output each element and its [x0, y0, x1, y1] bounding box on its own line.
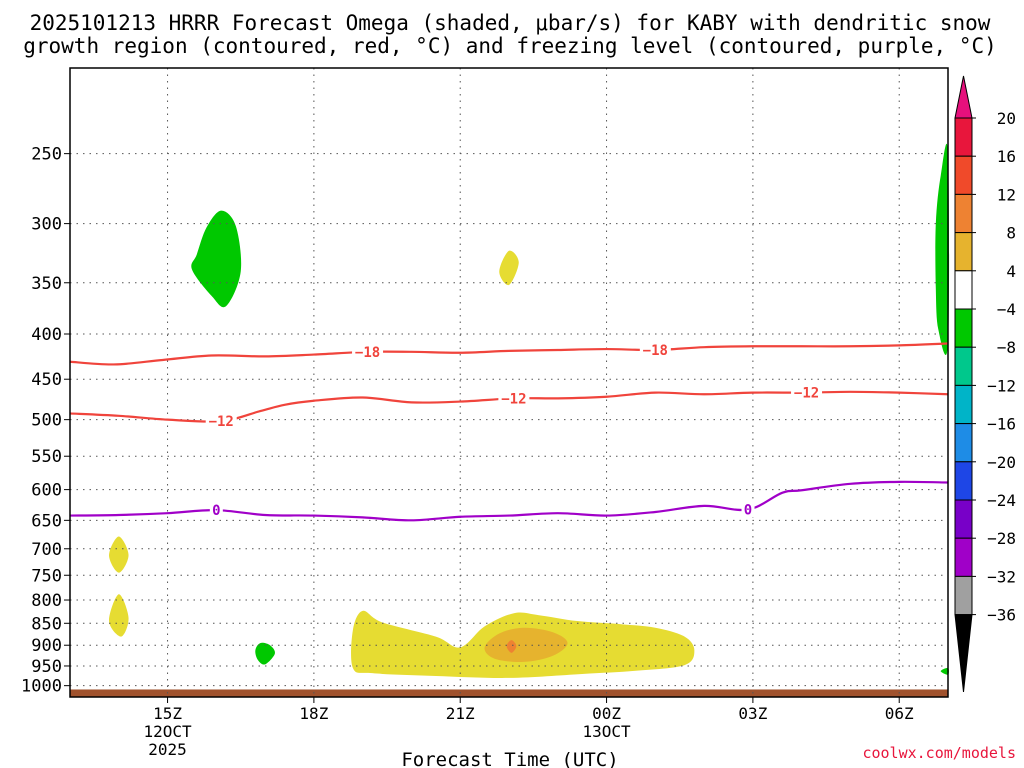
colorbar-band-4 — [954, 270, 973, 310]
watermark: coolwx.com/models — [862, 744, 1016, 762]
x-tick-label-15Z-sub1: 12OCT — [143, 722, 192, 741]
x-tick-label-18Z: 18Z — [299, 704, 328, 723]
colorbar-label-5: −4 — [997, 300, 1016, 319]
y-tick-label-750: 750 — [31, 566, 62, 586]
chart-title-line1: 2025101213 HRRR Forecast Omega (shaded, … — [30, 11, 991, 35]
shade-omega-neg-upper-left — [191, 210, 242, 308]
colorbar-label-11: −28 — [987, 529, 1016, 548]
colorbar-band-9 — [954, 461, 973, 501]
x-tick-label-00Z-sub1: 13OCT — [582, 722, 631, 741]
colorbar-band-1 — [954, 155, 973, 195]
shade-omega-pos-left-700 — [109, 536, 129, 573]
y-tick-label-300: 300 — [31, 215, 62, 235]
y-tick-label-700: 700 — [31, 540, 62, 560]
colorbar-label-2: 12 — [997, 185, 1016, 204]
colorbar-band-11 — [954, 537, 973, 577]
colorbar-band-5 — [954, 308, 973, 348]
colorbar-band-0 — [954, 117, 973, 157]
colorbar-top-arrow — [954, 75, 973, 119]
colorbar-band-6 — [954, 346, 973, 386]
grid-layer — [70, 68, 948, 697]
x-tick-label-15Z: 15Z — [153, 704, 182, 723]
contour-label-bg--12-2 — [791, 384, 823, 401]
contour-label-bg--12-1 — [498, 390, 530, 407]
y-tick-label-500: 500 — [31, 411, 62, 431]
x-tick-label-03Z: 03Z — [738, 704, 767, 723]
x-tick-label-06Z: 06Z — [885, 704, 914, 723]
contour-line--18 — [69, 342, 949, 366]
y-tick-label-850: 850 — [31, 614, 62, 634]
y-tick-label-1000: 1000 — [21, 677, 62, 697]
contour-layer: −18 −18 −12 −12 −12 0 0 — [69, 341, 949, 522]
y-tick-label-550: 550 — [31, 447, 62, 467]
shade-omega-pos-left-840 — [109, 594, 129, 637]
shade-omega-pos-max — [506, 640, 517, 653]
y-tick-label-350: 350 — [31, 274, 62, 294]
y-tick-label-600: 600 — [31, 481, 62, 501]
y-tick-label-400: 400 — [31, 325, 62, 345]
colorbar-label-6: −8 — [997, 338, 1016, 357]
contour-line-0 — [69, 480, 949, 522]
ground-fill — [70, 689, 948, 697]
contour-label-0-1: 0 — [744, 503, 752, 519]
y-tick-label-800: 800 — [31, 591, 62, 611]
colorbar-band-3 — [954, 232, 973, 272]
y-axis: 2503003504004505005506006507007508008509… — [21, 145, 70, 697]
contour-label-0-0: 0 — [212, 503, 220, 519]
shade-omega-pos-upper-mid — [499, 250, 519, 286]
colorbar-label-10: −24 — [987, 491, 1016, 510]
x-tick-label-15Z-sub2: 2025 — [148, 740, 187, 759]
colorbar-label-0: 20 — [997, 109, 1016, 128]
contour-label--12-0: −12 — [209, 414, 234, 430]
shade-omega-neg-right-edge — [935, 143, 950, 356]
colorbar-label-13: −36 — [987, 606, 1016, 625]
plot-frame — [69, 67, 949, 698]
contour-label-bg-0-1 — [741, 501, 755, 518]
colorbar-label-4: 4 — [1006, 262, 1016, 281]
colorbar-band-8 — [954, 423, 973, 463]
colorbar-label-7: −12 — [987, 376, 1016, 395]
contour-label--18-0: −18 — [355, 345, 380, 361]
contour-label-bg-0-0 — [209, 502, 223, 519]
shade-omega-neg-low — [255, 642, 275, 665]
colorbar-label-1: 16 — [997, 147, 1016, 166]
x-tick-label-21Z: 21Z — [446, 704, 475, 723]
y-tick-label-950: 950 — [31, 657, 62, 677]
chart-title-line2: growth region (contoured, red, °C) and f… — [23, 34, 997, 58]
x-axis-label: Forecast Time (UTC) — [401, 749, 618, 768]
contour-label-bg--18-1 — [639, 341, 671, 358]
colorbar-label-3: 8 — [1006, 224, 1016, 243]
contour-label--12-1: −12 — [501, 391, 526, 407]
colorbar-band-10 — [954, 499, 973, 539]
y-tick-label-450: 450 — [31, 370, 62, 390]
y-tick-label-650: 650 — [31, 511, 62, 531]
contour-label-bg--12-0 — [205, 413, 237, 430]
y-tick-label-250: 250 — [31, 145, 62, 165]
colorbar-label-12: −32 — [987, 567, 1016, 586]
colorbar-label-9: −20 — [987, 453, 1016, 472]
x-tick-label-00Z: 00Z — [592, 704, 621, 723]
colorbar-band-12 — [954, 575, 973, 616]
colorbar-label-8: −16 — [987, 415, 1016, 434]
colorbar-band-7 — [954, 384, 973, 425]
shade-omega-neg-right-low — [940, 667, 949, 675]
colorbar-bottom-arrow — [954, 614, 973, 693]
omega-shading-layer — [109, 143, 950, 678]
ground-layer — [70, 689, 948, 697]
colorbar: 20 16 12 8 4 −4 −8 −12 −16 −20 −24 −28 −32 −36 — [954, 75, 1016, 693]
contour-label-bg--18-0 — [352, 343, 384, 360]
contour-label--12-2: −12 — [794, 386, 819, 402]
colorbar-band-2 — [954, 193, 973, 234]
y-tick-label-900: 900 — [31, 636, 62, 656]
contour-label--18-1: −18 — [643, 343, 668, 359]
